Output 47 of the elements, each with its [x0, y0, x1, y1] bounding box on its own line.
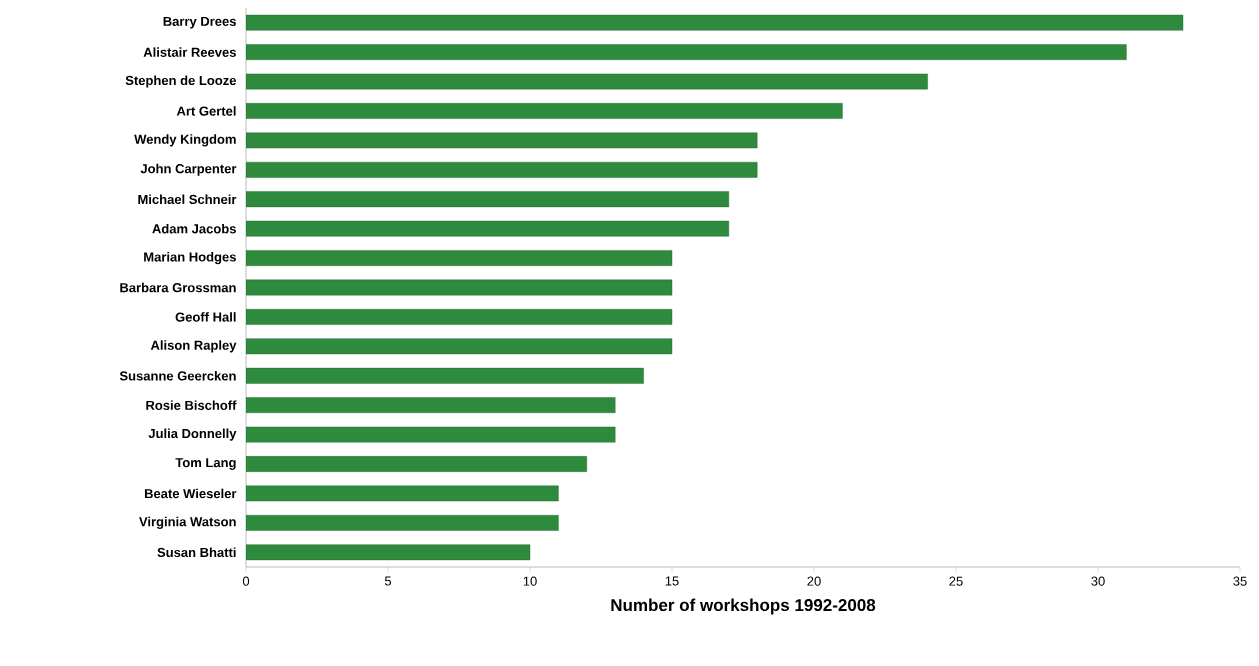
bar [246, 485, 559, 502]
bar [246, 456, 587, 472]
y-tick-label: Alistair Reeves [143, 47, 236, 57]
bar [246, 367, 644, 384]
x-tick-label: 30 [1091, 576, 1105, 586]
bar [246, 397, 616, 414]
bar [246, 161, 758, 178]
bar [246, 338, 673, 355]
x-tick-label: 20 [807, 576, 821, 586]
y-tick-label: Stephen de Looze [125, 75, 237, 88]
y-tick-label: Michael Schneir [138, 194, 237, 205]
bar [246, 14, 1184, 31]
y-tick-label: Alison Rapley [150, 340, 237, 353]
y-tick-label: Rosie Bischoff [146, 400, 237, 410]
y-tick-label: Wendy Kingdom [134, 134, 236, 147]
y-tick-label: Marian Hodges [144, 251, 236, 265]
y-tick-label: Adam Jacobs [152, 223, 236, 234]
bar [246, 103, 843, 119]
bar [246, 44, 1127, 60]
y-tick-label: Susanne Geercken [119, 370, 236, 381]
y-tick-label: Art Gertel [176, 106, 236, 116]
y-tick-label: Julia Donnelly [148, 428, 237, 441]
x-axis-title: Number of workshops 1992-2008 [611, 598, 876, 615]
x-tick-label: 25 [949, 576, 963, 586]
bar [246, 220, 729, 237]
bar [246, 426, 616, 443]
x-tick-label: 35 [1233, 576, 1247, 586]
bar [246, 191, 729, 208]
x-tick-label: 0 [242, 576, 250, 586]
y-tick-label: Virginia Watson [139, 516, 236, 529]
bar [246, 515, 559, 531]
y-tick-label: Susan Bhatti [157, 547, 236, 558]
y-tick-label: Barry Drees [163, 16, 236, 29]
bar [246, 132, 758, 149]
x-tick-label: 10 [523, 576, 537, 586]
bar [246, 279, 673, 296]
bar [246, 73, 928, 90]
y-tick-label: Geoff Hall [175, 312, 236, 322]
y-tick-label: Tom Lang [175, 458, 236, 470]
bar [246, 309, 673, 325]
y-tick-label: Beate Wieseler [144, 488, 237, 499]
x-tick-label: 15 [665, 576, 679, 586]
bar [246, 250, 673, 266]
y-tick-label: John Carpenter [140, 163, 237, 176]
bar [246, 544, 531, 561]
x-tick-label: 5 [384, 576, 392, 586]
y-tick-label: Barbara Grossman [120, 282, 236, 293]
